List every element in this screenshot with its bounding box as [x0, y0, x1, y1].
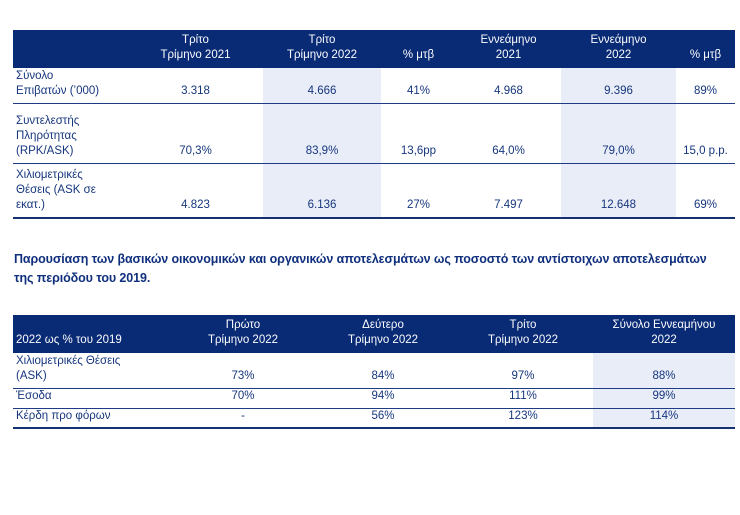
cell-value: - [173, 408, 313, 430]
header-cell-2022-vs-2019: 2022 ως % του 2019 [13, 315, 173, 353]
row-label: Έσοδα [13, 388, 173, 409]
cell-value: 12.648 [561, 163, 676, 219]
table-row-ask: Χιλιομετρικές Θέσεις (ASK) 73% 84% 97% 8… [13, 353, 735, 389]
header-cell-q2-2022: Δεύτερο Τρίμηνο 2022 [313, 315, 453, 353]
header-cell-empty [13, 30, 128, 68]
cell-value: 4.968 [456, 68, 561, 104]
table-row-pretax-profit: Κέρδη προ φόρων - 56% 123% 114% [13, 408, 735, 430]
cell-value: 4.823 [128, 163, 263, 219]
cell-value: 114% [593, 408, 735, 430]
intro-paragraph: Παρουσίαση των βασικών οικονομικών και ο… [14, 252, 707, 285]
header-cell-q3-2021: Τρίτο Τρίμηνο 2021 [128, 30, 263, 68]
cell-value: 6.136 [263, 163, 381, 219]
cell-value: 56% [313, 408, 453, 430]
cell-value: 70% [173, 388, 313, 409]
table-header-row: 2022 ως % του 2019 Πρώτο Τρίμηνο 2022 Δε… [13, 315, 735, 353]
cell-value: 4.666 [263, 68, 381, 104]
cell-value: 70,3% [128, 103, 263, 164]
header-cell-q3-2022: Τρίτο Τρίμηνο 2022 [263, 30, 381, 68]
row-label: Χιλιομετρικές Θέσεις (ASK) [13, 353, 173, 389]
header-cell-q1-2022: Πρώτο Τρίμηνο 2022 [173, 315, 313, 353]
table-header-row: Τρίτο Τρίμηνο 2021 Τρίτο Τρίμηνο 2022 % … [13, 30, 735, 68]
cell-value: 123% [453, 408, 593, 430]
header-cell-9m-2021: Εννεάμηνο 2021 [456, 30, 561, 68]
cell-value: 99% [593, 388, 735, 409]
header-cell-9m-total-2022: Σύνολο Εννεαμήνου 2022 [593, 315, 735, 353]
header-cell-q3-2022: Τρίτο Τρίμηνο 2022 [453, 315, 593, 353]
cell-value: 73% [173, 353, 313, 389]
cell-value: 83,9% [263, 103, 381, 164]
cell-value: 3.318 [128, 68, 263, 104]
cell-value: 9.396 [561, 68, 676, 104]
table-row-revenue: Έσοδα 70% 94% 111% 99% [13, 388, 735, 409]
table-row-load-factor: Συντελεστής Πληρότητας (RPK/ASK) 70,3% 8… [13, 103, 735, 164]
header-cell-pct-change-9m: % μτβ [676, 30, 735, 68]
cell-value: 64,0% [456, 103, 561, 164]
table-row-passengers: Σύνολο Επιβατών (’000) 3.318 4.666 41% 4… [13, 68, 735, 104]
header-cell-pct-change-q: % μτβ [381, 30, 456, 68]
quarterly-kpi-table: Τρίτο Τρίμηνο 2021 Τρίτο Τρίμηνο 2022 % … [13, 30, 735, 219]
vs-2019-table: 2022 ως % του 2019 Πρώτο Τρίμηνο 2022 Δε… [13, 315, 735, 430]
row-label: Χιλιομετρικές Θέσεις (ASK σε εκατ.) [13, 163, 128, 219]
cell-value: 89% [676, 68, 735, 104]
cell-value: 84% [313, 353, 453, 389]
cell-value: 69% [676, 163, 735, 219]
cell-value: 15,0 p.p. [676, 103, 735, 164]
cell-value: 97% [453, 353, 593, 389]
row-label: Συντελεστής Πληρότητας (RPK/ASK) [13, 103, 128, 164]
cell-value: 7.497 [456, 163, 561, 219]
row-label: Σύνολο Επιβατών (’000) [13, 68, 128, 104]
cell-value: 41% [381, 68, 456, 104]
cell-value: 13,6pp [381, 103, 456, 164]
cell-value: 94% [313, 388, 453, 409]
header-cell-9m-2022: Εννεάμηνο 2022 [561, 30, 676, 68]
cell-value: 27% [381, 163, 456, 219]
row-label: Κέρδη προ φόρων [13, 408, 173, 430]
cell-value: 79,0% [561, 103, 676, 164]
cell-value: 111% [453, 388, 593, 409]
cell-value: 88% [593, 353, 735, 389]
table-row-ask: Χιλιομετρικές Θέσεις (ASK σε εκατ.) 4.82… [13, 163, 735, 219]
